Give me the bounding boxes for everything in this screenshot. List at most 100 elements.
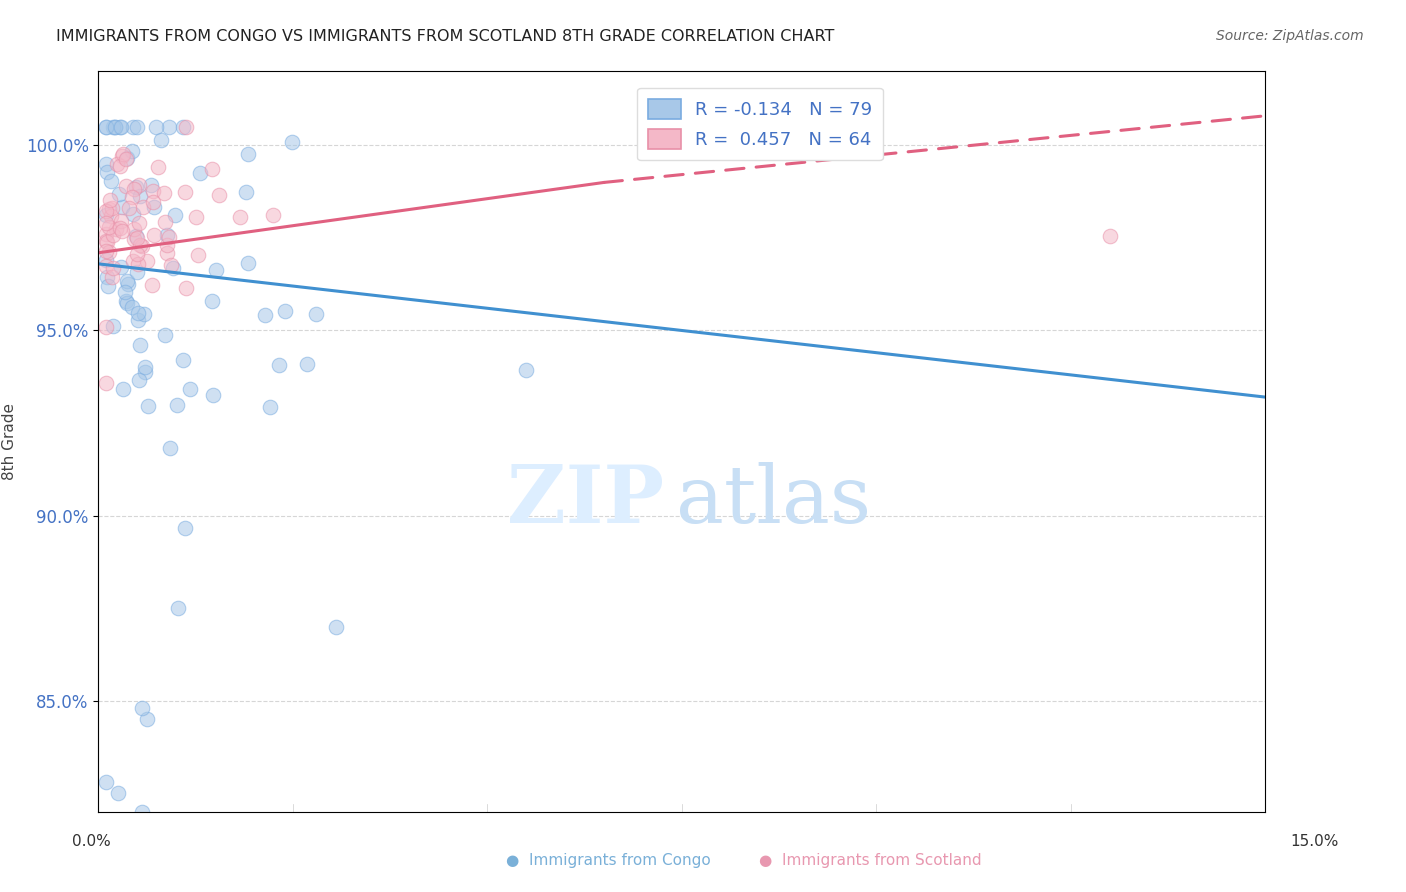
Point	[108, 160, 131, 174]
Text: IMMIGRANTS FROM CONGO VS IMMIGRANTS FROM SCOTLAND 8TH GRADE CORRELATION CHART: IMMIGRANTS FROM CONGO VS IMMIGRANTS FROM…	[56, 29, 835, 44]
Point	[129, 189, 152, 203]
Point	[96, 157, 118, 171]
Point	[111, 200, 134, 214]
Point	[122, 120, 145, 134]
Point	[159, 441, 181, 455]
Point	[96, 376, 118, 390]
Point	[172, 120, 194, 134]
Point	[305, 307, 328, 321]
Point	[153, 186, 176, 201]
Point	[117, 277, 139, 292]
Point	[97, 202, 120, 217]
Point	[128, 178, 150, 193]
Point	[108, 221, 131, 235]
Point	[143, 200, 166, 214]
Point	[162, 261, 184, 276]
Point	[156, 238, 179, 252]
Point	[96, 252, 118, 267]
Point	[131, 805, 153, 819]
Point	[96, 234, 118, 248]
Point	[235, 185, 257, 199]
Point	[110, 214, 132, 228]
Point	[160, 258, 183, 272]
Point	[118, 201, 141, 215]
Point	[121, 144, 143, 158]
Point	[148, 160, 170, 174]
Point	[108, 120, 131, 134]
Point	[188, 166, 211, 180]
Point	[141, 277, 163, 292]
Point	[101, 260, 124, 275]
Point	[184, 211, 207, 225]
Point	[135, 254, 157, 268]
Y-axis label: 8th Grade: 8th Grade	[3, 403, 17, 480]
Point	[105, 157, 128, 171]
Text: 0.0%: 0.0%	[72, 834, 111, 848]
Point	[172, 353, 194, 368]
Point	[127, 120, 149, 134]
Point	[104, 120, 127, 134]
Point	[165, 208, 187, 222]
Point	[167, 601, 190, 615]
Point	[96, 260, 118, 274]
Point	[128, 337, 150, 351]
Point	[253, 308, 276, 322]
Point	[121, 301, 143, 315]
Point	[121, 189, 143, 203]
Point	[111, 382, 134, 396]
Point	[107, 786, 129, 800]
Point	[115, 274, 138, 288]
Point	[117, 151, 139, 165]
Point	[228, 210, 250, 224]
Point	[122, 232, 145, 246]
Text: atlas: atlas	[676, 462, 872, 540]
Point	[131, 701, 153, 715]
Point	[96, 775, 118, 789]
Point	[156, 228, 179, 243]
Point	[124, 221, 146, 235]
Text: ●  Immigrants from Congo: ● Immigrants from Congo	[506, 854, 711, 868]
Point	[111, 149, 134, 163]
Point	[111, 225, 134, 239]
Point	[202, 387, 225, 401]
Point	[114, 294, 136, 309]
Point	[142, 194, 165, 209]
Text: 15.0%: 15.0%	[1291, 834, 1339, 848]
Point	[173, 521, 195, 535]
Point	[96, 227, 118, 242]
Point	[156, 245, 179, 260]
Point	[100, 201, 122, 215]
Point	[129, 238, 152, 252]
Point	[174, 185, 197, 199]
Point	[128, 216, 150, 230]
Text: ●  Immigrants from Scotland: ● Immigrants from Scotland	[759, 854, 981, 868]
Point	[157, 120, 180, 134]
Point	[201, 161, 224, 176]
Point	[103, 319, 125, 334]
Point	[96, 164, 118, 178]
Point	[143, 228, 166, 243]
Point	[125, 247, 148, 261]
Point	[515, 363, 537, 377]
Point	[100, 269, 122, 284]
Point	[325, 620, 347, 634]
Point	[96, 235, 118, 249]
Point	[115, 152, 138, 166]
Point	[267, 358, 290, 372]
Point	[236, 255, 259, 269]
Point	[110, 120, 132, 134]
Point	[145, 120, 167, 134]
Point	[205, 263, 228, 277]
Point	[96, 216, 118, 230]
Point	[107, 187, 129, 202]
Point	[281, 135, 304, 149]
Point	[127, 306, 149, 320]
Point	[141, 178, 163, 192]
Point	[134, 307, 156, 321]
Point	[208, 188, 231, 202]
Point	[201, 293, 224, 308]
Point	[114, 179, 136, 194]
Point	[174, 120, 197, 134]
Point	[96, 269, 118, 284]
Point	[105, 221, 128, 235]
